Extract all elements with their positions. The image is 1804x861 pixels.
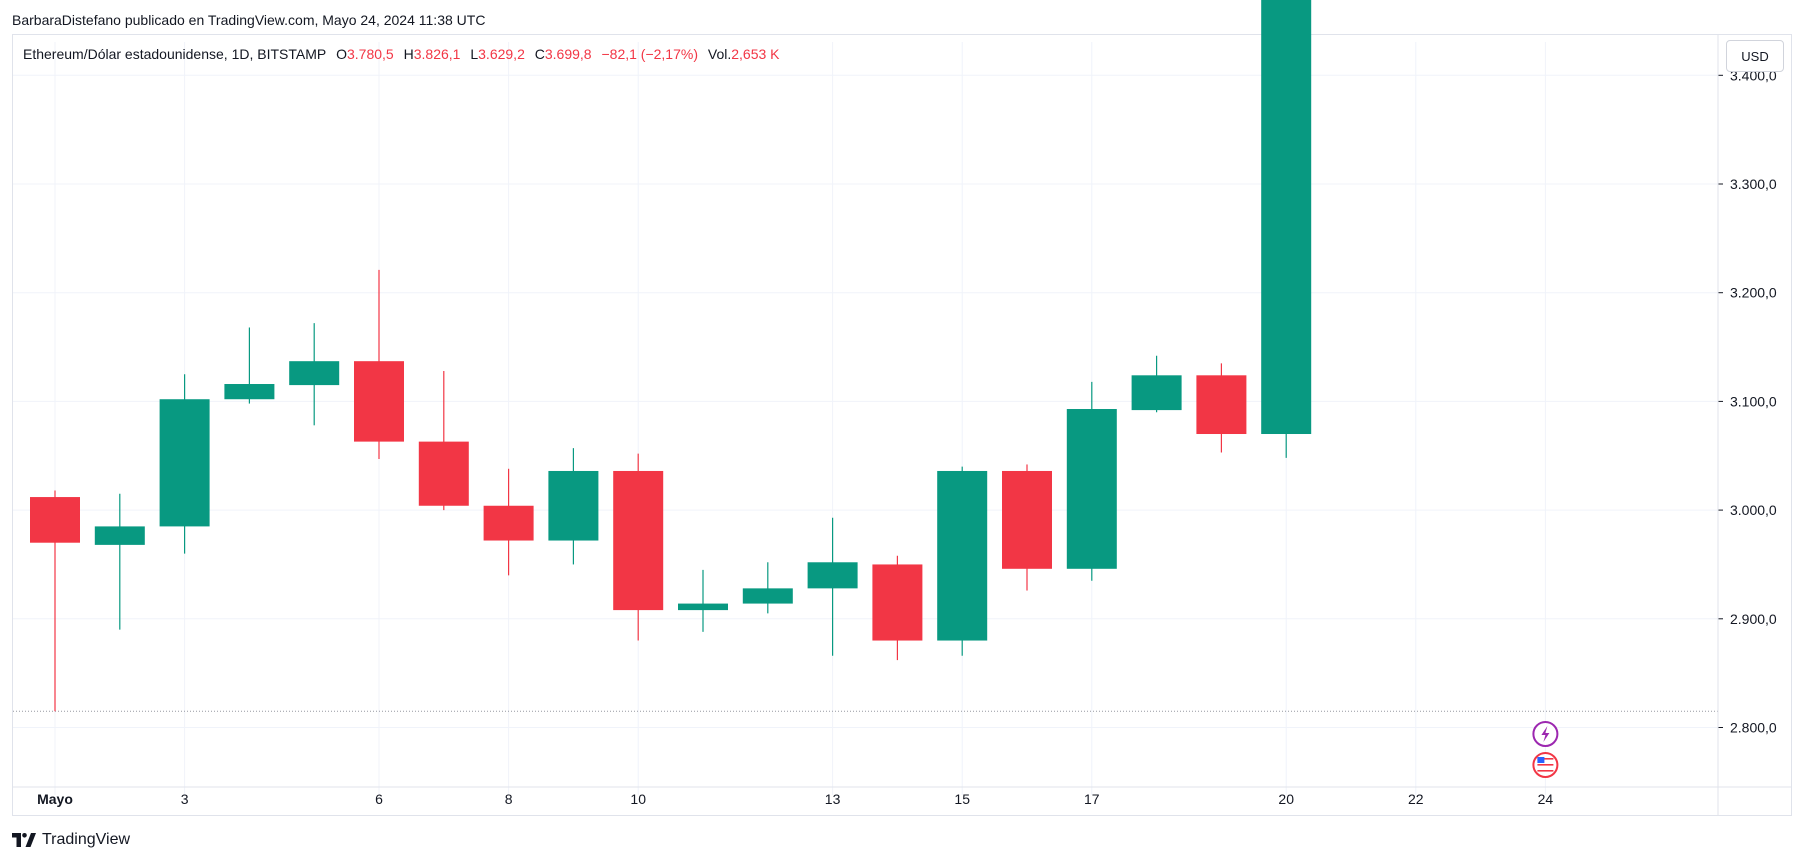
candle	[872, 555, 923, 661]
legend-close-label: C	[534, 46, 545, 62]
candle	[548, 448, 599, 565]
candle-body	[289, 361, 340, 386]
candle-body	[1196, 375, 1247, 435]
tradingview-logo-icon	[12, 833, 36, 847]
candle-body	[159, 399, 210, 527]
candle-body	[30, 497, 80, 543]
candle	[418, 370, 469, 511]
candle-body	[483, 505, 534, 541]
candle-body	[418, 441, 469, 506]
reference-lines	[13, 710, 1718, 712]
candle	[30, 490, 80, 712]
legend-vol-label: Vol.	[707, 46, 732, 62]
candle	[483, 468, 534, 576]
y-tick-label: 2.800,0	[1730, 720, 1777, 736]
candle	[1002, 464, 1052, 591]
candle	[94, 493, 145, 630]
legend-open-label: O	[336, 46, 347, 62]
x-tick-label: 17	[1084, 791, 1100, 807]
event-icons	[1532, 721, 1559, 778]
candles	[30, 0, 1312, 712]
candle	[807, 517, 858, 656]
candle	[1131, 355, 1182, 413]
x-tick-label: 15	[954, 791, 970, 807]
axes: 2.800,0 2.900,0 3.000,0 3.100,0 3.200,0 3.300…	[13, 35, 1791, 815]
candle	[289, 323, 340, 426]
candle-body	[742, 588, 793, 604]
lightning-event-icon[interactable]	[1532, 721, 1559, 747]
candle-body	[872, 564, 923, 641]
x-tick-label: 8	[505, 791, 513, 807]
x-tick-label: 10	[630, 791, 646, 807]
candle	[224, 327, 275, 404]
candle	[1196, 363, 1247, 453]
candle-body	[1002, 470, 1052, 569]
legend-change-value: −82,1 (−2,17%)	[601, 46, 698, 62]
candle-body	[94, 526, 145, 545]
legend-vol-value: 2,653 K	[731, 46, 780, 62]
candle-body	[1261, 0, 1312, 435]
candle-body	[354, 361, 404, 442]
x-tick-label: 22	[1408, 791, 1424, 807]
us-flag-event-icon[interactable]	[1532, 752, 1559, 778]
x-tick-label: Mayo	[37, 791, 73, 807]
candle	[613, 453, 664, 641]
y-tick-label: 3.200,0	[1730, 285, 1777, 301]
legend-open-value: 3.780,5	[347, 46, 394, 62]
currency-button[interactable]: USD	[1726, 40, 1784, 72]
candle	[1261, 0, 1312, 458]
candle-body	[1131, 375, 1182, 411]
y-tick-label: 2.900,0	[1730, 611, 1777, 627]
candle	[937, 466, 988, 656]
chart-frame	[12, 34, 1792, 816]
brand-label: TradingView	[42, 831, 131, 848]
legend-high-value: 3.826,1	[413, 46, 461, 62]
publisher-line: BarbaraDistefano publicado en TradingVie…	[12, 12, 486, 28]
candle-body	[807, 562, 858, 589]
legend-close-value: 3.699,8	[544, 46, 592, 62]
x-tick-label: 6	[375, 791, 383, 807]
x-tick-label: 3	[181, 791, 189, 807]
legend-low-value: 3.629,2	[478, 46, 525, 62]
legend-symbol[interactable]: Ethereum/Dólar estadounidense, 1D, BITST…	[23, 46, 327, 62]
candle-body	[613, 470, 664, 611]
y-tick-label: 3.300,0	[1730, 176, 1777, 192]
legend-high-label: H	[403, 46, 414, 62]
candle-body	[224, 384, 275, 400]
candle	[354, 269, 404, 460]
x-tick-label: 24	[1538, 791, 1554, 807]
candle-body	[937, 470, 988, 641]
candle	[742, 562, 793, 614]
tradingview-brand[interactable]: TradingView	[12, 831, 130, 849]
grid-layer	[13, 42, 1718, 795]
symbol-legend: Ethereum/Dólar estadounidense, 1D, BITST…	[23, 46, 780, 62]
y-tick-label: 3.100,0	[1730, 393, 1777, 409]
y-tick-label: 3.000,0	[1730, 502, 1777, 518]
candle-body	[678, 603, 728, 611]
candle	[1066, 381, 1117, 581]
legend-low-label: L	[470, 46, 479, 62]
candle	[159, 374, 210, 554]
x-tick-label: 20	[1278, 791, 1294, 807]
candle	[678, 569, 728, 632]
candle-body	[548, 470, 599, 541]
candle-body	[1066, 409, 1117, 569]
x-tick-label: 13	[825, 791, 841, 807]
